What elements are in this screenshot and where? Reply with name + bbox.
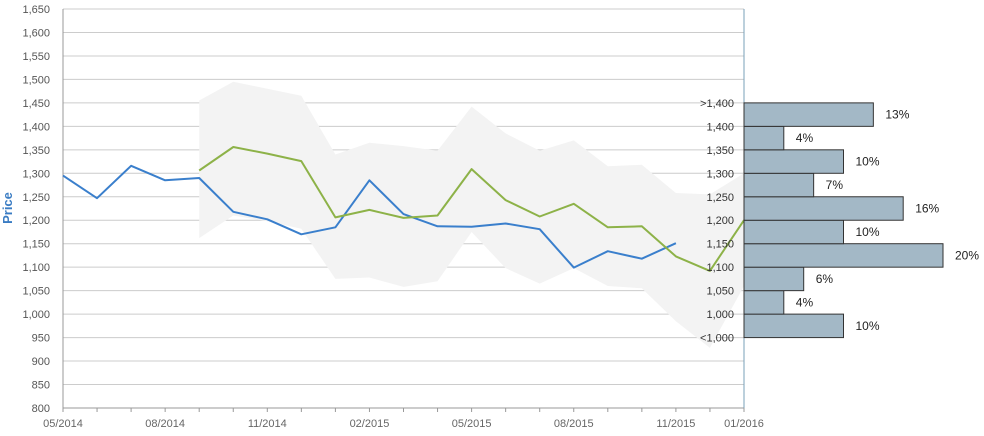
histogram-bar (743, 172, 815, 198)
histogram-bin-label: 1,000 (706, 309, 734, 321)
y-tick-label: 900 (32, 356, 50, 368)
x-tick-label: 08/2014 (145, 418, 185, 430)
x-tick-label: 05/2015 (452, 418, 492, 430)
histogram-bar-label: 6% (816, 272, 834, 286)
histogram-bin-label: 1,300 (706, 168, 734, 180)
histogram-bin-label: 1,250 (706, 192, 734, 204)
histogram-bar-label: 4% (796, 295, 814, 309)
histogram-bar (743, 125, 785, 151)
y-tick-label: 1,200 (22, 215, 50, 227)
histogram-bar-label: 4% (796, 131, 814, 145)
y-axis-label: Price (0, 192, 15, 224)
x-tick-label: 11/2014 (248, 418, 287, 430)
histogram-bar-label: 16% (915, 202, 939, 216)
histogram-bar-label: 10% (856, 319, 880, 333)
x-tick-label: 08/2015 (554, 418, 594, 430)
histogram-bar (743, 102, 874, 127)
histogram-bar (743, 313, 844, 339)
histogram-bar-label: 10% (856, 225, 880, 239)
histogram-bar-label: 7% (826, 178, 844, 192)
histogram-bin-label: <1,000 (700, 333, 734, 345)
histogram-bin-label: 1,050 (706, 286, 734, 298)
y-tick-label: 1,550 (22, 51, 50, 63)
y-tick-label: 1,450 (22, 98, 50, 110)
histogram-bar (743, 243, 944, 268)
histogram-bar-label: 20% (955, 248, 979, 262)
y-tick-label: 800 (32, 403, 50, 415)
y-tick-label: 950 (32, 333, 50, 345)
y-tick-label: 1,050 (22, 286, 50, 298)
y-tick-label: 1,250 (22, 192, 50, 204)
gridlines (63, 8, 744, 409)
x-tick-label: 02/2015 (350, 418, 390, 430)
x-tick-labels: 05/2014 08/2014 11/2014 02/2015 05/2015 08/20… (43, 418, 764, 430)
x-tick-label: 05/2014 (43, 418, 83, 430)
y-tick-labels: 800 850 900 950 1,000 1,050 1,100 1,150 1,200 1,2… (22, 4, 50, 415)
y-tick-label: 1,100 (22, 262, 50, 274)
price-distribution-histogram: 10%4%6%20%10%16%7%10%4%13%<1,0001,0001,0… (700, 98, 979, 345)
y-tick-label: 850 (32, 380, 50, 392)
y-tick-label: 1,300 (22, 168, 50, 180)
histogram-bin-label: 1,350 (706, 145, 734, 157)
histogram-bar (743, 149, 844, 174)
y-tick-label: 1,350 (22, 145, 50, 157)
x-tick-label: 11/2015 (656, 418, 695, 430)
histogram-bar-label: 10% (856, 155, 880, 169)
histogram-bin-label: 1,150 (706, 239, 734, 251)
series-lines (62, 146, 745, 272)
histogram-bar (743, 266, 805, 292)
y-tick-label: 1,400 (22, 121, 50, 133)
x-tick-label: 01/2016 (724, 418, 764, 430)
series-line-actual (62, 164, 677, 269)
y-tick-label: 1,150 (22, 239, 50, 251)
histogram-bar (743, 196, 904, 221)
histogram-bar (743, 219, 844, 245)
series-line-forecast (198, 146, 745, 272)
y-tick-label: 1,000 (22, 309, 50, 321)
y-tick-label: 1,650 (22, 4, 50, 16)
forecast-band (199, 81, 744, 348)
histogram-bin-label: 1,400 (706, 121, 734, 133)
confidence-band (199, 81, 744, 348)
y-tick-label: 1,600 (22, 27, 50, 39)
histogram-bin-label: >1,400 (700, 98, 734, 110)
histogram-bar-label: 13% (885, 108, 909, 122)
histogram-bin-label: 1,100 (706, 262, 734, 274)
histogram-bar (743, 290, 785, 315)
y-tick-label: 1,500 (22, 74, 50, 86)
histogram-bin-label: 1,200 (706, 215, 734, 227)
